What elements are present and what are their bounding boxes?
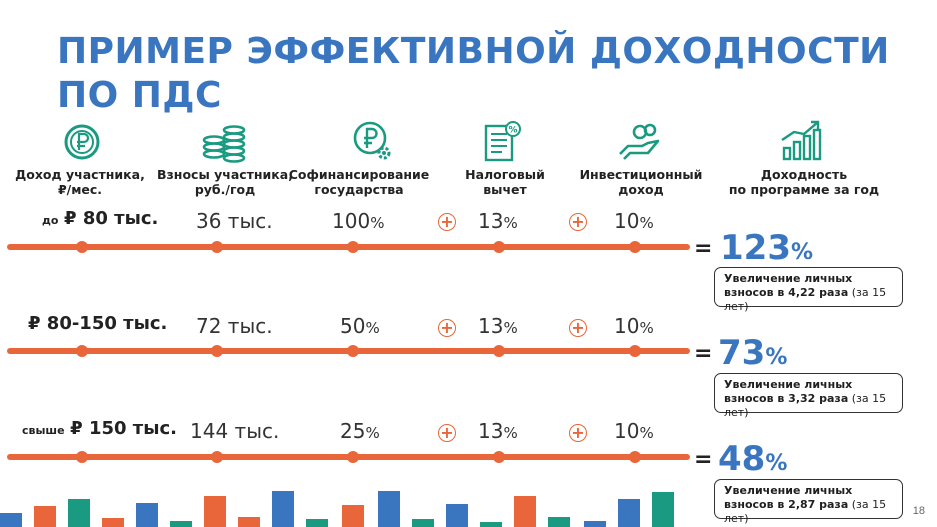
plus-icon: + bbox=[438, 319, 456, 337]
decor-bar bbox=[584, 521, 606, 527]
plus-icon: + bbox=[438, 213, 456, 231]
growth-chart-icon bbox=[781, 120, 822, 161]
decor-bar bbox=[412, 519, 434, 527]
track-dot bbox=[211, 241, 223, 253]
page-number: 18 bbox=[912, 505, 925, 517]
decor-bar bbox=[378, 491, 400, 527]
decor-bar bbox=[342, 505, 364, 527]
row-1-yield: 123% bbox=[720, 228, 814, 268]
decor-bar bbox=[548, 517, 570, 527]
decor-bar bbox=[204, 496, 226, 527]
col-label-cofinancing: Софинансирование государства bbox=[288, 167, 430, 197]
col-label-yield: Доходность по программе за год bbox=[728, 167, 880, 197]
row-1-equals: = bbox=[694, 236, 713, 261]
decor-bar bbox=[618, 499, 640, 527]
tax-document-icon: % bbox=[484, 121, 521, 162]
track-dot bbox=[76, 451, 88, 463]
col-label-tax: Налоговый вычет bbox=[465, 167, 545, 197]
row-3-investment: 10% bbox=[614, 419, 654, 443]
row-1-investment: 10% bbox=[614, 209, 654, 233]
row-2-yield: 73% bbox=[718, 333, 788, 373]
track-dot bbox=[493, 241, 505, 253]
row-2-contributions: 72 тыс. bbox=[196, 314, 273, 338]
track-dot bbox=[347, 241, 359, 253]
decor-bar bbox=[0, 513, 22, 527]
svg-text:%: % bbox=[508, 126, 517, 136]
col-label-income: Доход участника, ₽/мес. bbox=[15, 167, 145, 197]
decor-bar bbox=[514, 496, 536, 527]
row-1-income: до ₽ 80 тыс. bbox=[42, 208, 159, 229]
track-dot bbox=[629, 241, 641, 253]
ruble-gear-icon bbox=[353, 121, 391, 160]
row-3-tax: 13% bbox=[478, 419, 518, 443]
track-dot bbox=[76, 345, 88, 357]
row-1-tax: 13% bbox=[478, 209, 518, 233]
col-label-contributions: Взносы участника, руб./год bbox=[157, 167, 293, 197]
decor-bar bbox=[652, 492, 674, 527]
title-line-2: ПО ПДС bbox=[57, 75, 222, 116]
row-2-tax: 13% bbox=[478, 314, 518, 338]
row-3-cofinancing: 25% bbox=[340, 419, 380, 443]
decor-bar bbox=[480, 522, 502, 527]
row-3-contributions: 144 тыс. bbox=[190, 419, 280, 443]
coins-ruble-icon bbox=[64, 124, 100, 160]
row-2-investment: 10% bbox=[614, 314, 654, 338]
row-2-income: ₽ 80-150 тыс. bbox=[28, 313, 168, 334]
row-2-note: Увеличение личных взносов в 3,32 раза (за… bbox=[714, 373, 903, 419]
decor-bar bbox=[102, 518, 124, 527]
decor-bar bbox=[272, 491, 294, 527]
row-1-cofinancing: 100% bbox=[332, 209, 385, 233]
row-3-yield: 48% bbox=[718, 439, 788, 479]
row-3-equals: = bbox=[694, 447, 713, 472]
track-dot bbox=[211, 345, 223, 357]
decor-bar bbox=[34, 506, 56, 527]
col-label-investment: Инвестиционный доход bbox=[579, 167, 703, 197]
coin-stacks-icon bbox=[202, 125, 246, 163]
row-3-income: свыше ₽ 150 тыс. bbox=[22, 418, 178, 439]
title-line-1: ПРИМЕР ЭФФЕКТИВНОЙ ДОХОДНОСТИ bbox=[57, 31, 890, 72]
track-dot bbox=[493, 451, 505, 463]
track-dot bbox=[211, 451, 223, 463]
row-2-cofinancing: 50% bbox=[340, 314, 380, 338]
row-1-note: Увеличение личных взносов в 4,22 раза (за… bbox=[714, 267, 903, 313]
row-3-note: Увеличение личных взносов в 2,87 раза (за… bbox=[714, 479, 903, 525]
plus-icon: + bbox=[569, 424, 587, 442]
decor-bar bbox=[136, 503, 158, 527]
track-dot bbox=[629, 451, 641, 463]
decor-bar bbox=[306, 519, 328, 527]
track-dot bbox=[76, 241, 88, 253]
row-2-equals: = bbox=[694, 341, 713, 366]
decor-bar bbox=[238, 517, 260, 527]
plus-icon: + bbox=[569, 213, 587, 231]
plus-icon: + bbox=[569, 319, 587, 337]
plus-icon: + bbox=[438, 424, 456, 442]
decor-bar bbox=[170, 521, 192, 527]
track-dot bbox=[629, 345, 641, 357]
hand-coins-icon bbox=[619, 123, 660, 160]
track-dot bbox=[493, 345, 505, 357]
track-dot bbox=[347, 451, 359, 463]
page-title: ПРИМЕР ЭФФЕКТИВНОЙ ДОХОДНОСТИ ПО ПДС bbox=[57, 30, 890, 118]
decor-bar bbox=[446, 504, 468, 527]
decor-bar bbox=[68, 499, 90, 527]
row-1-contributions: 36 тыс. bbox=[196, 209, 273, 233]
track-dot bbox=[347, 345, 359, 357]
